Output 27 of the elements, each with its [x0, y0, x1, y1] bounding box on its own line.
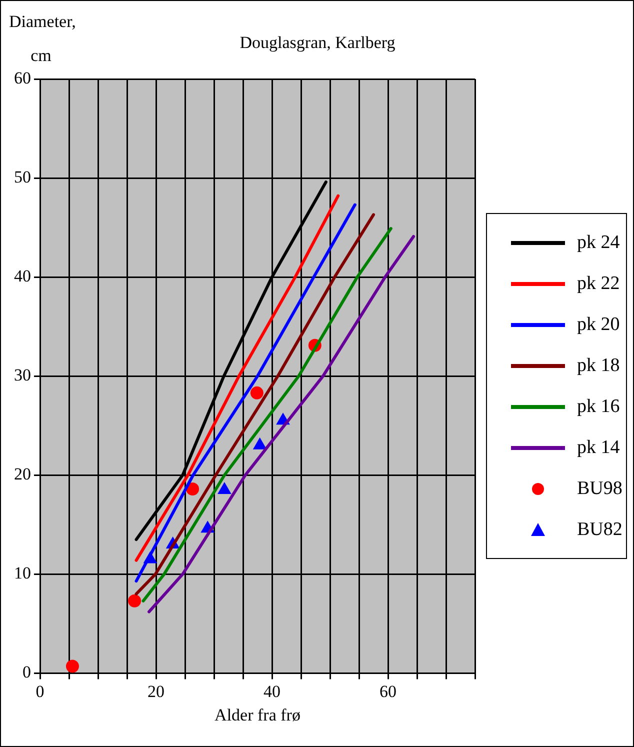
y-tick-label: 20	[14, 464, 31, 484]
legend-label: BU98	[577, 478, 622, 500]
legend-label: pk 22	[577, 272, 620, 294]
point	[128, 594, 142, 608]
legend-label: pk 18	[577, 354, 620, 376]
y-axis-title: Diameter, cm	[9, 12, 76, 65]
y-tick-label: 40	[14, 266, 31, 286]
y-tick-label: 0	[22, 662, 31, 682]
point	[218, 482, 231, 494]
legend-label: pk 20	[577, 314, 620, 336]
y-tick-label: 10	[14, 564, 31, 583]
x-tick-label: 0	[36, 682, 44, 701]
x-tick-label: 40	[264, 682, 280, 701]
legend-label: pk 16	[577, 396, 620, 418]
point	[186, 482, 200, 496]
point	[250, 386, 264, 400]
x-tick-label: 60	[380, 682, 396, 701]
legend-label: pk 24	[577, 232, 620, 254]
x-tick-label: 20	[148, 682, 164, 701]
legend-label: BU82	[577, 518, 622, 540]
y-tick-label: 50	[14, 168, 31, 186]
y-tick-label: 30	[14, 366, 31, 385]
chart-title: Douglasgran, Karlberg	[240, 33, 396, 52]
x-axis-title: Alder fra frø	[214, 705, 300, 724]
y-tick-label: 60	[14, 68, 31, 88]
point	[253, 438, 266, 450]
legend-label: pk 14	[577, 436, 620, 458]
